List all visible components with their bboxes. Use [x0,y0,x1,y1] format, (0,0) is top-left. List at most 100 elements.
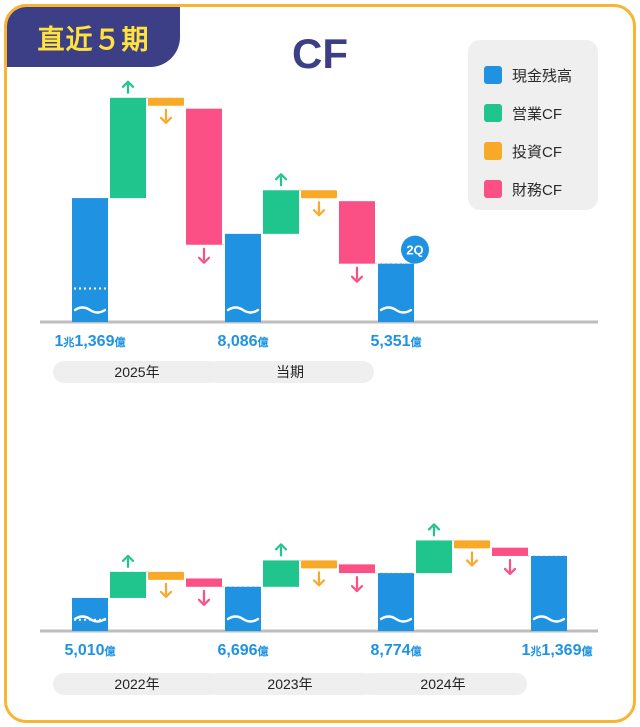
waterfall-1-period-2-year-label: 2024年 [420,676,465,692]
legend-swatch-operating [484,104,502,122]
waterfall-1-end-cash-label-part-1: 兆 [530,644,541,658]
waterfall-1-end-cash-label-part-0: 1 [522,642,531,659]
waterfall-1-period-0-investing-arrow [159,582,173,598]
waterfall-0-period-1-investing-arrow [312,201,326,217]
waterfall-1-period-2-operating-bar [416,540,452,574]
waterfall-0-end-cash-label-part-2: 5,351 [370,333,410,350]
waterfall-0-period-1-investing-arrow-head [312,209,326,217]
legend-item-operating: 営業CF [484,103,562,123]
waterfall-0-period-1-year-label: 当期 [276,364,304,380]
waterfall-1-end-cash-label-part-3: 億 [581,644,592,658]
waterfall-0-period-0-investing-bar [148,97,184,106]
waterfall-0-period-0-cash-label-part-1: 兆 [63,335,74,349]
waterfall-0-period-0-cash-label-part-2: 1,369 [74,333,114,350]
legend-label-investing: 投資CF [512,143,562,161]
waterfall-1-period-0-year-label: 2022年 [114,676,159,692]
waterfall-1-end-cash-label: 1兆1,369億 [522,642,593,659]
period-badge: 直近５期 [7,7,180,67]
waterfall-1-period-1-operating-bar [263,560,299,587]
waterfall-1-period-0-operating-arrow [121,554,135,568]
legend-item-cash: 現金残高 [484,65,572,85]
waterfall-1-period-0-band [53,673,221,695]
waterfall-0-period-0-investing-arrow-head [159,116,173,124]
waterfall-0-period-0-operating-arrow-head [121,80,135,88]
waterfall-0-end-cash-wave [379,306,413,314]
waterfall-0-end-badge: 2Q [406,243,423,258]
waterfall-0-period-1-cash-wave [226,306,260,314]
waterfall-0-end-cash-bar [378,263,414,322]
waterfall-1-period-0-investing-arrow-head [159,590,173,598]
waterfall-0-end-cash-label: 5,351億 [370,333,421,350]
waterfall-1-period-1-financing-arrow-head [350,584,364,593]
waterfall-0-period-1-investing-bar [301,190,337,199]
waterfall-1-period-1-cash-label: 6,696億 [217,642,268,659]
waterfall-0-period-0-cash-label-part-0: 1 [55,333,64,350]
waterfall-1-period-2-cash-label-part-3: 億 [411,644,422,658]
waterfall-1-period-2-investing-arrow-head [465,559,479,567]
legend-item-investing: 投資CF [484,141,562,161]
waterfall-0-period-1-financing-arrow-head [350,275,364,283]
waterfall-1-period-0-cash-label: 5,010億 [64,642,115,659]
waterfall-0-period-0-cash-bar [72,198,108,322]
legend-item-financing: 財務CF [484,179,562,199]
waterfall-0-end-cash-label-part-3: 億 [411,335,422,349]
waterfall-0-period-1-cash-label: 8,086億 [217,333,268,350]
waterfall-0-period-0-operating-bar [110,97,146,199]
waterfall-1-period-2-financing-arrow-head [503,567,517,576]
waterfall-1-period-1-cash-wave [226,615,260,623]
waterfall-1-period-2-band [359,673,527,695]
chart-title: CF [292,30,348,77]
waterfall-1-period-1-cash-label-part-3: 億 [258,644,269,658]
waterfall-0-period-1-operating-arrow [274,173,288,187]
waterfall-1-end-cash-label-part-2: 1,369 [541,642,581,659]
waterfall-0-end-badge-circle [401,235,429,264]
waterfall-1-period-0-investing-bar [148,571,184,580]
waterfall-1-period-1-investing-arrow [312,571,326,587]
waterfall-1-period-1-financing-bar [339,564,375,574]
waterfall-1-period-0-cash-label-part-2: 5,010 [64,642,104,659]
legend-label-operating: 営業CF [512,105,562,123]
waterfall-0-period-0-financing-bar [186,108,222,245]
waterfall-0-period-0-cash-label-part-3: 億 [114,335,125,349]
legend-label-financing: 財務CF [512,181,562,199]
waterfall-0-period-0-financing-arrow [197,247,211,264]
waterfall-0-period-0-band [53,361,221,383]
waterfall-1-period-1-band [206,673,374,695]
waterfall-1-end-cash-wave [532,615,566,623]
waterfall-0-period-1-operating-bar [263,190,299,234]
waterfall-0-period-1-financing-arrow [350,266,364,283]
waterfall-1-period-2-financing-arrow [503,558,517,576]
waterfall-1-period-2-operating-arrow [427,523,441,537]
waterfall-1-period-1-operating-arrow [274,543,288,557]
waterfall-1-period-1-year-label: 2023年 [267,676,312,692]
waterfall-1-period-1-financing-arrow [350,575,364,593]
legend-swatch-investing [484,142,502,160]
waterfall-1-period-1-investing-arrow-head [312,579,326,587]
waterfall-0-period-0-cash-wave [73,306,107,314]
waterfall-1-period-1-cash-label-part-2: 6,696 [217,642,257,659]
waterfall-1-period-0-financing-bar [186,578,222,587]
waterfall-0-period-0-operating-arrow [121,80,135,94]
legend-swatch-cash [484,66,502,84]
waterfall-1-period-2-operating-arrow-head [427,523,441,531]
waterfall-1-period-1-cash-bar [225,586,261,631]
waterfall-0-period-1-cash-label-part-3: 億 [258,335,269,349]
waterfall-1-period-2-financing-bar [492,547,528,556]
waterfall-1-period-0-financing-arrow [197,589,211,606]
waterfall-0-period-0-investing-arrow [159,108,173,124]
waterfall-1-period-2-cash-wave [379,615,413,623]
waterfall-1-period-0-financing-arrow-head [197,598,211,606]
waterfall-1-period-0-operating-arrow-head [121,554,135,562]
waterfall-1-period-2-cash-bar [378,573,414,631]
waterfall-1-period-1-investing-bar [301,560,337,569]
waterfall-0-period-0-cash-label: 1兆1,369億 [55,333,126,350]
waterfall-1-period-1-operating-arrow-head [274,543,288,551]
waterfall-1-period-2-cash-label: 8,774億 [370,642,421,659]
waterfall-1-period-0-cash-bar [72,597,108,631]
waterfall-1-period-0-operating-bar [110,571,146,598]
legend: 現金残高 営業CF 投資CF 財務CF [468,40,598,210]
legend-swatch-financing [484,180,502,198]
waterfall-0-period-1-cash-label-part-2: 8,086 [217,333,257,350]
waterfall-1-period-2-investing-arrow [465,551,479,567]
waterfall-1-period-0-cash-label-part-3: 億 [105,644,116,658]
